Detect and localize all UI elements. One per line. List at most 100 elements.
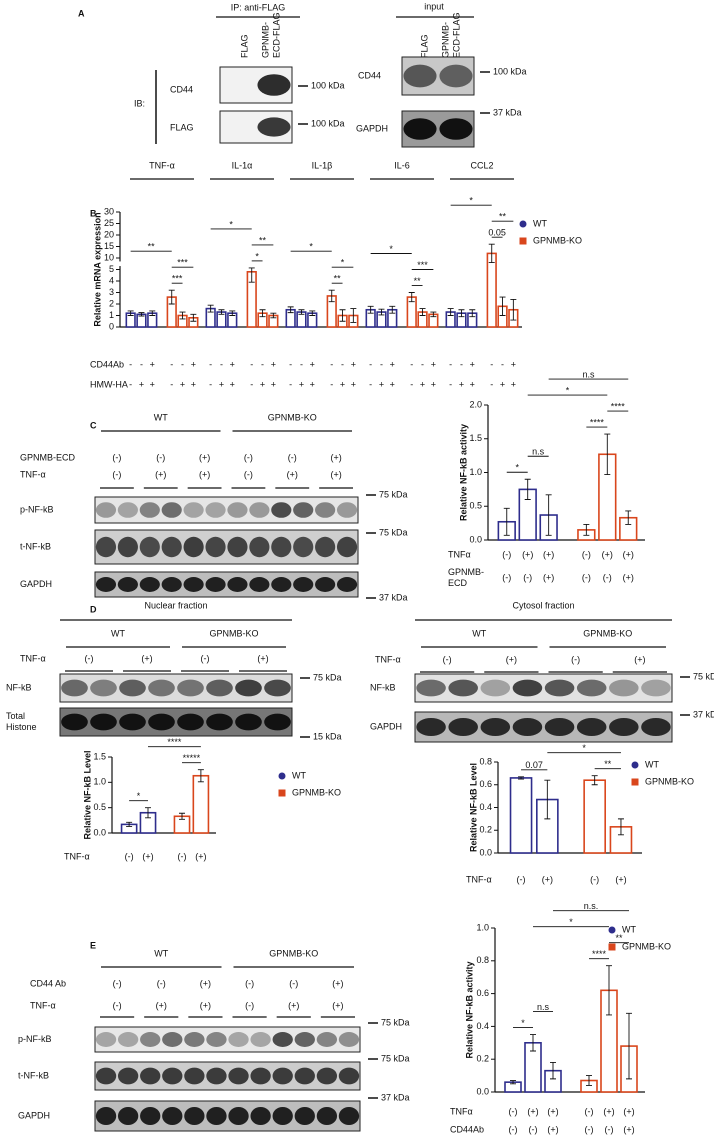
condition-sign: (-) bbox=[112, 469, 121, 479]
blot-band bbox=[90, 713, 117, 731]
condition-sign: (+) bbox=[141, 653, 152, 663]
blot-band bbox=[140, 1107, 161, 1125]
condition-sign: (-) bbox=[443, 654, 452, 664]
condition-sign: (-) bbox=[85, 653, 94, 663]
blot-band bbox=[544, 679, 575, 697]
condition-label: CD44Ab bbox=[450, 1124, 484, 1134]
blot-band bbox=[119, 679, 146, 697]
blot-band bbox=[316, 1032, 338, 1047]
ib-label: IB: bbox=[134, 98, 145, 108]
blot-band bbox=[293, 536, 314, 558]
condition-sign: (-) bbox=[113, 1000, 122, 1010]
error-bar bbox=[229, 310, 236, 316]
condition-sign: (+) bbox=[156, 1000, 167, 1010]
blot-band bbox=[228, 1107, 249, 1125]
legend-label: GPNMB-KO bbox=[622, 941, 671, 951]
condition-sign: + bbox=[431, 379, 436, 389]
blot-band bbox=[512, 679, 543, 697]
significance-label: * bbox=[309, 242, 313, 252]
y-tick-label: 0.4 bbox=[476, 1021, 489, 1031]
y-tick-label: 1.0 bbox=[469, 467, 482, 477]
condition-sign: (-) bbox=[605, 1124, 614, 1134]
error-bar bbox=[197, 769, 204, 783]
group-label: IL-1β bbox=[312, 160, 333, 170]
condition-sign: (+) bbox=[623, 549, 634, 559]
row-label: GAPDH bbox=[20, 579, 52, 589]
condition-sign: (-) bbox=[113, 978, 122, 988]
blot-band bbox=[206, 1067, 227, 1085]
significance-label: * bbox=[229, 219, 233, 229]
condition-sign: (-) bbox=[156, 452, 165, 462]
blot-band bbox=[316, 1067, 338, 1085]
condition-sign: + bbox=[139, 379, 144, 389]
condition-sign: (-) bbox=[509, 1124, 518, 1134]
group-label: CCL2 bbox=[470, 160, 493, 170]
condition-sign: (-) bbox=[582, 549, 591, 559]
size-marker: 75 kDa bbox=[313, 672, 342, 682]
error-bar bbox=[626, 1012, 632, 1080]
error-bar bbox=[248, 267, 255, 283]
error-bar bbox=[350, 308, 357, 323]
condition-sign: (+) bbox=[542, 874, 553, 884]
blot-band bbox=[576, 718, 607, 736]
condition-sign: + bbox=[191, 359, 196, 369]
condition-sign: (-) bbox=[201, 653, 210, 663]
error-bar bbox=[488, 243, 495, 264]
condition-sign: - bbox=[289, 359, 292, 369]
row-label: t-NF-kB bbox=[20, 541, 51, 551]
error-bar bbox=[530, 1034, 536, 1052]
error-bar bbox=[389, 305, 396, 314]
blot-band bbox=[221, 74, 254, 96]
y-tick-label: 30 bbox=[104, 206, 114, 216]
condition-sign: (+) bbox=[603, 1106, 614, 1116]
error-bar bbox=[168, 289, 175, 305]
y-tick-label: 3 bbox=[109, 287, 114, 297]
condition-sign: - bbox=[170, 359, 173, 369]
row-label: NF-kB bbox=[370, 682, 396, 692]
blot-band bbox=[117, 1107, 139, 1125]
condition-sign: + bbox=[390, 359, 395, 369]
condition-sign: + bbox=[470, 379, 475, 389]
blot-band bbox=[161, 502, 182, 518]
condition-sign: + bbox=[390, 379, 395, 389]
condition-sign: - bbox=[261, 359, 264, 369]
panel-letter: D bbox=[90, 604, 97, 614]
blot-band bbox=[184, 1067, 205, 1085]
condition-sign: (+) bbox=[623, 1124, 634, 1134]
y-tick-label: 0.6 bbox=[476, 988, 489, 998]
group-label: GPNMB-KO bbox=[583, 628, 632, 638]
blot-band bbox=[206, 1107, 227, 1125]
group-label: GPNMB-KO bbox=[209, 628, 258, 638]
error-bar bbox=[190, 313, 197, 322]
condition-sign: + bbox=[420, 379, 425, 389]
condition-sign: + bbox=[299, 379, 304, 389]
condition-sign: + bbox=[230, 359, 235, 369]
group-label: WT bbox=[154, 948, 168, 958]
significance-label: **** bbox=[592, 949, 607, 959]
condition-sign: - bbox=[220, 359, 223, 369]
condition-sign: - bbox=[369, 379, 372, 389]
blot bbox=[94, 1061, 361, 1091]
condition-sign: - bbox=[140, 359, 143, 369]
blot-band bbox=[544, 718, 575, 736]
blot-band bbox=[162, 1032, 183, 1047]
blot-band bbox=[250, 1107, 271, 1125]
significance-label: ** bbox=[259, 235, 267, 245]
blot-band bbox=[271, 536, 292, 558]
y-tick-label: 0.2 bbox=[476, 1054, 489, 1064]
condition-sign: + bbox=[351, 359, 356, 369]
blot-band bbox=[162, 1067, 183, 1085]
row-label: CD44 bbox=[358, 70, 381, 80]
y-tick-label: 4 bbox=[109, 275, 114, 285]
condition-label: TNF-α bbox=[375, 654, 401, 664]
error-bar bbox=[149, 310, 156, 316]
condition-sign: (+) bbox=[200, 978, 211, 988]
condition-label: TNFα bbox=[448, 549, 471, 559]
blot-band bbox=[257, 117, 291, 137]
condition-sign: (-) bbox=[529, 1124, 538, 1134]
blot-band bbox=[61, 679, 88, 697]
blot-band bbox=[228, 1067, 249, 1085]
condition-sign: - bbox=[490, 379, 493, 389]
blot-band bbox=[641, 718, 671, 736]
blot bbox=[94, 571, 359, 598]
